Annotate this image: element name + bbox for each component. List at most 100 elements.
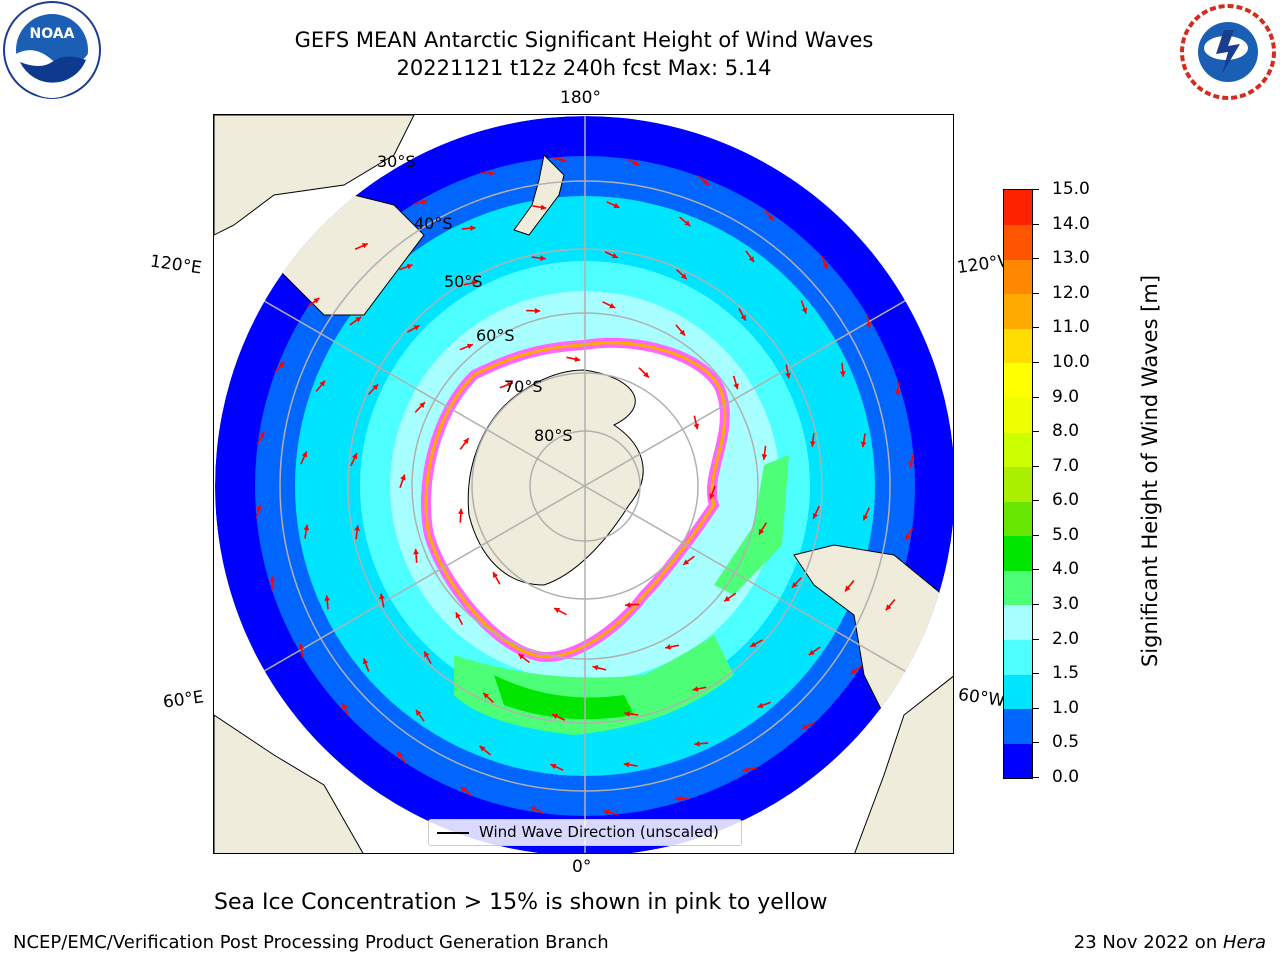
wind-arrow-head — [466, 343, 473, 350]
wind-arrow-head — [460, 786, 467, 793]
colorbar-tick — [1033, 327, 1039, 329]
footer-machine: Hera — [1222, 932, 1266, 953]
wind-arrow-head — [844, 585, 851, 592]
lat-label-50s: 50°S — [444, 272, 483, 291]
footer-date: 23 Nov 2022 on Hera — [1074, 932, 1266, 953]
wind-arrow-head — [905, 534, 911, 541]
wind-arrow-head — [463, 438, 469, 445]
colorbar-tick — [1033, 292, 1039, 294]
colorbar-tick-label: 14.0 — [1052, 213, 1090, 234]
wind-arrow-head — [623, 761, 630, 768]
wind-arrow-head — [611, 252, 618, 259]
colorbar-segment — [1004, 570, 1032, 606]
wind-arrow-head — [740, 314, 746, 321]
colorbar-tick-label: 5.0 — [1052, 524, 1080, 545]
colorbar-tick-label: 11.0 — [1052, 317, 1090, 338]
wind-arrow-head — [396, 751, 403, 758]
colorbar-tick — [1033, 673, 1039, 675]
wind-arrow-head — [757, 702, 764, 709]
colorbar-tick — [1033, 431, 1039, 433]
land-corners — [214, 115, 953, 853]
wind-arrow-head — [625, 602, 631, 608]
wind-arrow-head — [457, 508, 464, 515]
wind-arrows — [255, 156, 915, 816]
colorbar-tick — [1033, 465, 1039, 467]
legend: Wind Wave Direction (unscaled) — [428, 819, 742, 846]
colorbar-tick — [1033, 742, 1039, 744]
lat-label-30s: 30°S — [377, 152, 416, 171]
wind-arrow-head — [809, 441, 816, 447]
latitude-labels: 30°S 40°S 50°S 60°S 70°S 80°S — [377, 152, 573, 445]
colorbar-tick — [1033, 604, 1039, 606]
wind-arrow-head — [603, 809, 610, 816]
colorbar-tick-label: 12.0 — [1052, 282, 1090, 303]
colorbar-tick-label: 8.0 — [1052, 421, 1080, 442]
colorbar-title: Significant Height of Wind Waves [m] — [1138, 274, 1162, 668]
wind-arrow-head — [592, 664, 599, 671]
wind-arrow-head — [758, 528, 765, 535]
wind-arrow-head — [885, 604, 892, 611]
wind-arrow-head — [540, 204, 547, 211]
wind-arrow-head — [692, 686, 699, 692]
polar-map: 30°S 40°S 50°S 60°S 70°S 80°S Wind Wave … — [213, 114, 954, 854]
map-canvas: 30°S 40°S 50°S 60°S 70°S 80°S — [214, 115, 953, 853]
wind-arrow-head — [342, 703, 348, 710]
wind-arrow-head — [483, 692, 490, 699]
footer-date-text: 23 Nov 2022 on — [1073, 932, 1223, 953]
wind-arrow-head — [675, 795, 681, 802]
wind-arrow-head — [574, 356, 581, 362]
colorbar-tick-label: 10.0 — [1052, 351, 1090, 372]
wind-arrow-head — [530, 806, 537, 812]
wind-arrow-head — [372, 384, 379, 391]
wind-arrow-head — [812, 512, 819, 519]
lon-label-120w: 120°W — [955, 251, 1005, 279]
noaa-logo: NOAA — [3, 1, 101, 99]
wind-arrow-head — [351, 453, 358, 460]
wind-arrow-head — [761, 454, 768, 460]
wind-arrow-head — [860, 441, 867, 448]
wind-arrow-head — [319, 380, 326, 387]
colorbar-tick-label: 9.0 — [1052, 386, 1080, 407]
colorbar-tick-label: 2.0 — [1052, 628, 1080, 649]
wind-arrow-head — [802, 723, 809, 729]
wind-arrow-head — [894, 390, 901, 396]
wind-arrow-head — [609, 303, 616, 309]
wind-arrow-head — [493, 572, 499, 579]
footer-credit: NCEP/EMC/Verification Post Processing Pr… — [13, 932, 609, 953]
caption: Sea Ice Concentration > 15% is shown in … — [214, 890, 828, 915]
wind-arrow-head — [518, 653, 525, 660]
colorbar-tick — [1033, 223, 1039, 225]
wind-arrow-head — [839, 371, 846, 377]
wind-arrow-head — [785, 372, 791, 379]
colorbar-tick-label: 7.0 — [1052, 455, 1080, 476]
colorbar-tick — [1033, 189, 1039, 190]
wind-arrow-head — [400, 474, 406, 481]
wind-arrow-head — [507, 381, 513, 388]
colorbar-segment — [1004, 535, 1032, 571]
colorbar-segment — [1004, 190, 1032, 225]
colorbar-segment — [1004, 639, 1032, 675]
wind-arrow-head — [406, 263, 413, 270]
wind-arrow-head — [554, 608, 561, 614]
wind-arrow-head — [680, 273, 687, 280]
colorbar-segment — [1004, 466, 1032, 502]
wind-arrow-head — [413, 548, 419, 555]
wind-arrow-head — [750, 641, 757, 647]
colorbar-segment — [1004, 224, 1032, 260]
wind-arrow-head — [624, 710, 630, 717]
wind-arrow-head — [255, 504, 262, 511]
svg-text:NOAA: NOAA — [30, 26, 75, 42]
colorbar-tick — [1033, 258, 1039, 260]
wind-arrow-head — [419, 402, 425, 408]
wind-arrow-head — [455, 612, 461, 619]
wind-arrow-head — [801, 307, 808, 314]
wind-arrow-head — [324, 595, 331, 601]
wind-arrow-head — [362, 658, 369, 665]
wind-arrow-head — [552, 713, 559, 720]
wind-arrow-head — [361, 243, 368, 249]
colorbar-segment — [1004, 397, 1032, 433]
chart-subtitle: 20221121 t12z 240h fcst Max: 5.14 — [396, 56, 772, 80]
lon-label-0: 0° — [572, 857, 592, 877]
colorbar-tick-label: 1.0 — [1052, 697, 1080, 718]
colorbar-tick-label: 6.0 — [1052, 490, 1080, 511]
